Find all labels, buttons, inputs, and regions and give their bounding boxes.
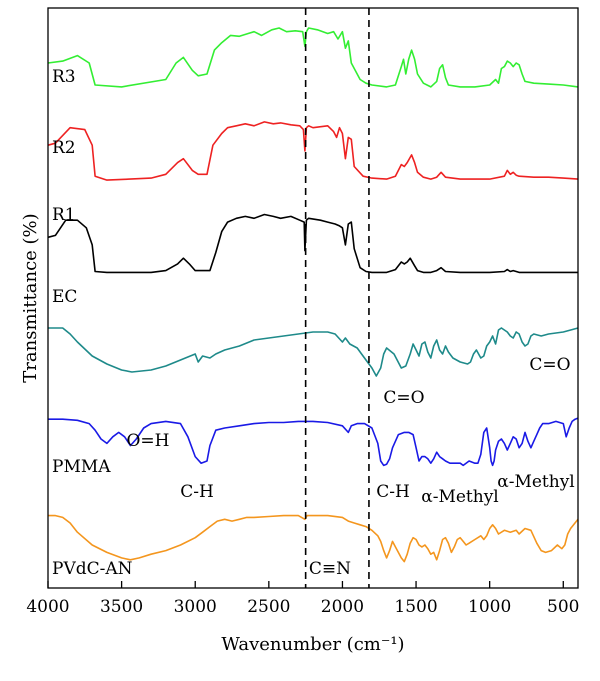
trace-ec — [48, 327, 579, 377]
annotation-label: C=O — [529, 355, 570, 375]
series-label-ec: EC — [52, 287, 77, 307]
trace-r2 — [47, 121, 579, 181]
series-label-r3: R3 — [52, 67, 76, 87]
x-axis-title: Wavenumber (cm⁻¹) — [221, 634, 404, 655]
trace-pmma — [48, 417, 579, 467]
annotation-label: C-H — [180, 482, 214, 502]
x-tick-label: 3000 — [174, 597, 217, 617]
x-tick-label: 2000 — [321, 597, 364, 617]
annotation-label: α-Methyl — [497, 472, 575, 492]
dashed-guides — [304, 8, 370, 588]
x-tick-label: 1500 — [394, 597, 437, 617]
series-label-pvdc-an: PVdC-AN — [52, 559, 133, 579]
trace-r1 — [47, 213, 578, 274]
trace-r3 — [47, 27, 579, 88]
x-tick-label: 2500 — [247, 597, 290, 617]
annotation-label: C-H — [376, 482, 410, 502]
series-label-r1: R1 — [52, 205, 76, 225]
y-axis-title: Transmittance (%) — [20, 213, 41, 382]
x-tick-label: 4000 — [26, 597, 69, 617]
annotation-label: C=O — [383, 388, 424, 408]
series-labels: R3 R2 R1 EC PMMA PVdC-AN — [52, 67, 133, 579]
x-tick-label: 3500 — [100, 597, 143, 617]
spectra-traces — [47, 27, 579, 563]
x-tick-label: 1000 — [468, 597, 511, 617]
annotation-label: O=H — [126, 431, 169, 451]
annotation-label: α-Methyl — [421, 487, 499, 507]
series-label-pmma: PMMA — [52, 457, 111, 477]
annotation-label: C≡N — [309, 559, 351, 579]
series-label-r2: R2 — [52, 138, 76, 158]
trace-pvdc-an — [48, 514, 579, 563]
x-tick-label: 500 — [547, 597, 579, 617]
x-axis-ticks: 4000 3500 3000 2500 2000 1500 1000 500 — [26, 581, 580, 617]
plot-frame — [47, 7, 579, 589]
